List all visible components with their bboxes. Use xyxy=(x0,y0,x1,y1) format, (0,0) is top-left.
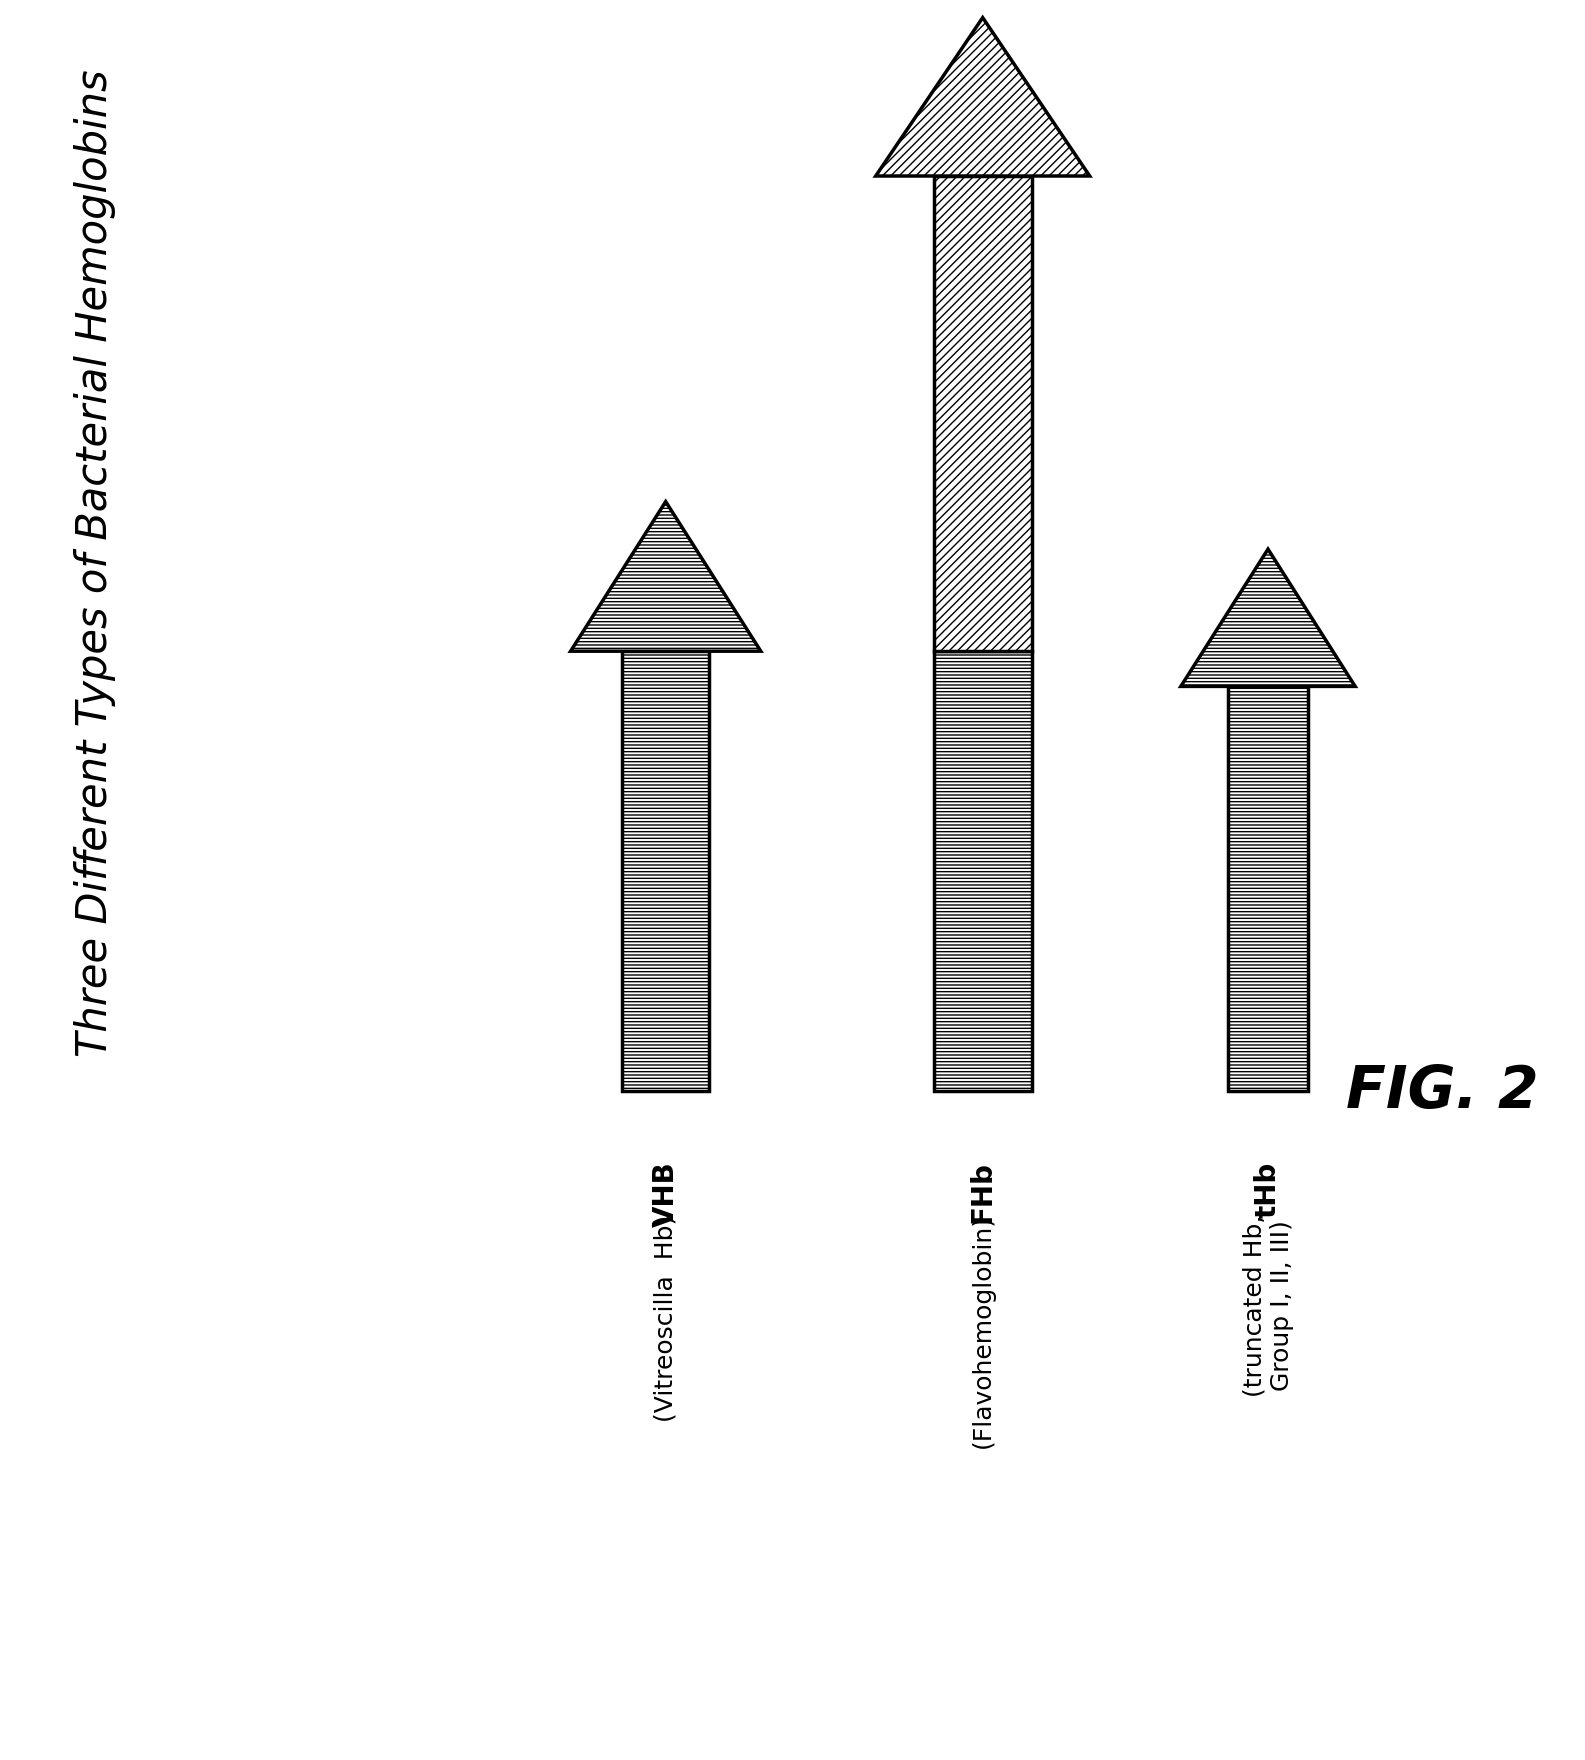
Text: FHb: FHb xyxy=(968,1162,997,1223)
Polygon shape xyxy=(621,651,710,1091)
Text: VHB: VHB xyxy=(651,1162,680,1227)
Text: tHb: tHb xyxy=(1254,1162,1282,1218)
Text: (truncated Hb,
Group I, II, III): (truncated Hb, Group I, II, III) xyxy=(1243,1214,1293,1397)
Polygon shape xyxy=(1181,549,1355,686)
Text: Three Different Types of Bacterial Hemoglobins: Three Different Types of Bacterial Hemog… xyxy=(74,69,116,1058)
Polygon shape xyxy=(875,18,1090,176)
Text: (Flavohemoglobin): (Flavohemoglobin) xyxy=(970,1214,995,1448)
Polygon shape xyxy=(1228,686,1308,1091)
Text: (Vitreoscilla  Hb): (Vitreoscilla Hb) xyxy=(653,1214,678,1422)
Polygon shape xyxy=(934,176,1032,651)
Text: FIG. 2: FIG. 2 xyxy=(1346,1063,1539,1119)
Polygon shape xyxy=(934,651,1032,1091)
Polygon shape xyxy=(571,502,761,651)
